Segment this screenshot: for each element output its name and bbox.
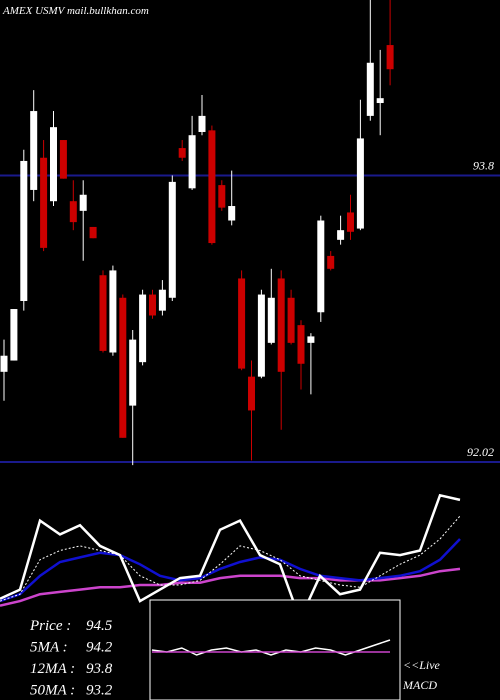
y-tick-label: 93.8: [473, 158, 494, 172]
legend-label: 12MA :: [30, 661, 75, 677]
candle-body: [0, 355, 8, 372]
candle-body: [376, 98, 384, 104]
y-tick-label: 92.02: [467, 445, 494, 459]
legend-value: 94.5: [86, 618, 113, 634]
candle-body: [158, 289, 166, 311]
candle-body: [218, 185, 226, 208]
candle-body: [119, 297, 127, 438]
candle-body: [40, 157, 48, 248]
indicator-line: [0, 538, 461, 603]
candle-body: [178, 148, 186, 158]
candle-body: [238, 278, 246, 369]
candle-body: [307, 336, 315, 343]
indicator-panel: [0, 493, 461, 623]
candle-body: [109, 270, 117, 353]
price-panel: 93.8 92.02: [0, 0, 500, 466]
candle-body: [30, 111, 38, 190]
candle-body: [10, 309, 18, 361]
candle-body: [59, 140, 67, 179]
legend-value: 93.8: [86, 661, 113, 677]
legend-label: 50MA :: [30, 683, 75, 699]
candle-body: [356, 138, 364, 229]
chart-title: AMEX USMV mail.bullkhan.com: [2, 5, 149, 17]
candle-body: [69, 201, 77, 223]
candle-body: [129, 339, 137, 406]
candle-body: [228, 206, 236, 221]
candle-body: [287, 297, 295, 343]
legend-label: 5MA :: [30, 640, 68, 656]
candle-body: [208, 130, 216, 244]
candle-body: [168, 181, 176, 298]
candle-body: [257, 294, 265, 377]
macd-panel: [149, 599, 401, 700]
candle-body: [198, 115, 206, 132]
candle-body: [277, 278, 285, 372]
legend-label: Price :: [29, 618, 71, 634]
candle-body: [267, 297, 275, 343]
macd-label: MACD: [402, 678, 437, 692]
candle-body: [89, 226, 97, 239]
legend-value: 94.2: [86, 640, 113, 656]
candle-body: [99, 275, 107, 351]
legend-value: 93.2: [86, 683, 113, 699]
candle-body: [188, 135, 196, 189]
candle-body: [347, 212, 354, 232]
candle-body: [366, 62, 374, 116]
candle-body: [337, 230, 345, 240]
candle-body: [139, 294, 147, 363]
indicator-line: [0, 515, 461, 602]
candle-body: [248, 376, 255, 411]
candle-body: [149, 294, 156, 316]
indicator-line: [0, 493, 461, 623]
candle-body: [327, 255, 335, 269]
live-label: <<Live: [403, 658, 441, 672]
candle-body: [20, 160, 28, 301]
indicator-line: [0, 567, 461, 607]
candle-body: [386, 45, 394, 70]
candle-body: [317, 220, 325, 313]
candle-body: [297, 325, 305, 364]
candle-body: [50, 127, 57, 202]
candle-body: [79, 194, 87, 211]
